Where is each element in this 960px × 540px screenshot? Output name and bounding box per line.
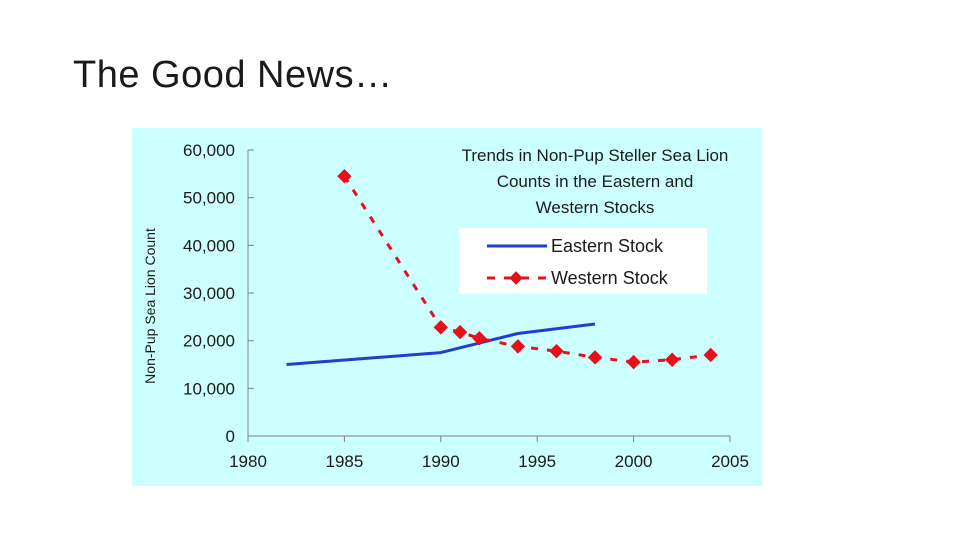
data-point — [664, 352, 680, 367]
x-tick-label: 1995 — [518, 452, 556, 471]
data-point — [433, 320, 449, 335]
x-tick-label: 1985 — [325, 452, 363, 471]
y-tick-label: 10,000 — [183, 379, 235, 398]
data-point — [626, 354, 641, 370]
legend-box — [459, 228, 707, 294]
data-point — [703, 347, 718, 363]
legend-label: Eastern Stock — [551, 236, 664, 256]
chart-title-line: Western Stocks — [536, 198, 655, 217]
data-point — [472, 331, 487, 346]
chart-title: Trends in Non-Pup Steller Sea Lion Counts… — [462, 146, 729, 217]
data-point — [337, 169, 352, 184]
slide-title: The Good News… — [73, 54, 393, 96]
y-tick-label: 60,000 — [183, 141, 235, 160]
x-tick-label: 2000 — [615, 452, 653, 471]
data-point — [452, 324, 468, 340]
y-tick-label: 0 — [226, 427, 235, 446]
y-tick-label: 20,000 — [183, 332, 235, 351]
y-tick-label: 40,000 — [183, 236, 235, 255]
legend-item: Eastern Stock — [487, 236, 664, 256]
data-point — [510, 339, 526, 354]
y-axis-label: Non-Pup Sea Lion Count — [142, 228, 158, 384]
series-line — [343, 175, 711, 364]
data-point — [549, 343, 564, 359]
chart-title-line: Counts in the Eastern and — [497, 172, 694, 191]
x-tick-label: 1980 — [229, 452, 267, 471]
axes: 0 10,000 20,000 30,000 40,000 50,000 60,000 198… — [183, 141, 749, 471]
chart-area: 0 10,000 20,000 30,000 40,000 50,000 60,000 198… — [132, 128, 762, 486]
x-tick-label: 2005 — [711, 452, 749, 471]
chart-title-line: Trends in Non-Pup Steller Sea Lion — [462, 146, 729, 165]
data-point — [587, 350, 603, 365]
series-western-stock — [337, 169, 718, 370]
y-tick-label: 50,000 — [183, 189, 235, 208]
series-layer — [286, 169, 718, 370]
legend-marker — [509, 271, 523, 285]
line-chart: 0 10,000 20,000 30,000 40,000 50,000 60,000 198… — [142, 141, 749, 471]
legend: Eastern Stock Western Stock — [459, 228, 707, 294]
y-tick-label: 30,000 — [183, 284, 235, 303]
legend-item: Western Stock — [487, 268, 669, 288]
x-tick-label: 1990 — [422, 452, 460, 471]
legend-label: Western Stock — [551, 268, 669, 288]
